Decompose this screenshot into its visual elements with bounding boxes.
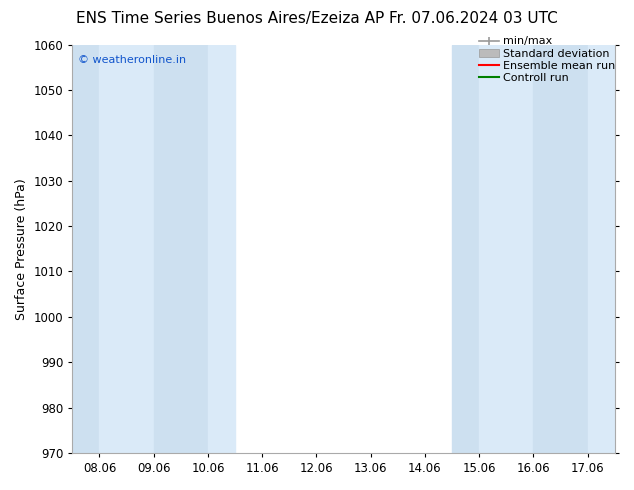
Bar (100, 45, 127, 453)
Text: ENS Time Series Buenos Aires/Ezeiza AP: ENS Time Series Buenos Aires/Ezeiza AP (76, 11, 384, 26)
Text: Fr. 07.06.2024 03 UTC: Fr. 07.06.2024 03 UTC (389, 11, 558, 26)
Legend: min/max, Standard deviation, Ensemble mean run, Controll run: min/max, Standard deviation, Ensemble me… (479, 36, 615, 83)
Bar (560, 45, 588, 453)
Bar (72, 45, 100, 453)
Bar (507, 45, 533, 453)
Bar (588, 45, 615, 453)
Bar (153, 45, 181, 453)
Bar (208, 45, 235, 453)
Bar (452, 45, 479, 453)
Bar (127, 45, 153, 453)
Bar (181, 45, 208, 453)
Bar (479, 45, 507, 453)
Bar (533, 45, 560, 453)
Y-axis label: Surface Pressure (hPa): Surface Pressure (hPa) (15, 178, 28, 319)
Text: © weatheronline.in: © weatheronline.in (78, 55, 186, 65)
